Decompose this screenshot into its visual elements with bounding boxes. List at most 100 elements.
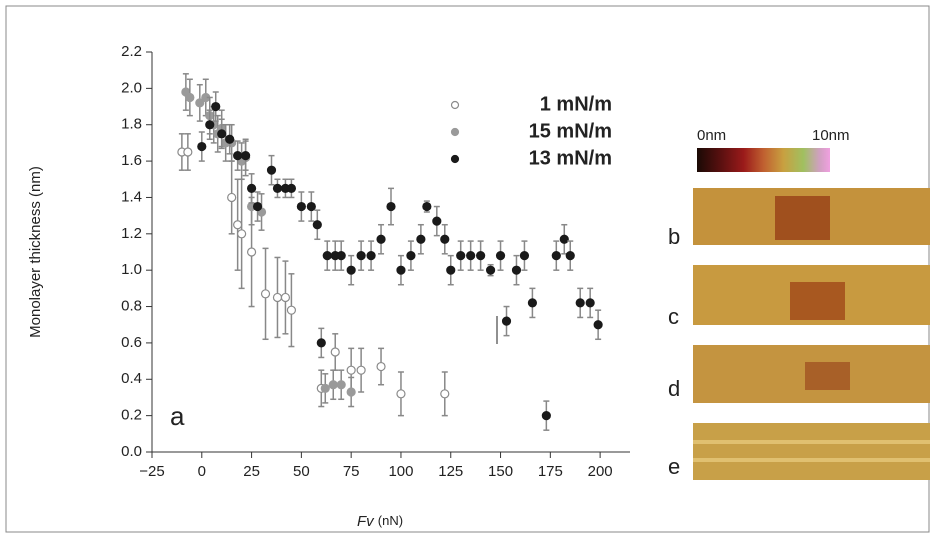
point	[183, 147, 193, 157]
y-tick-label: 1.4	[121, 188, 142, 205]
image-label: d	[668, 376, 680, 401]
point	[346, 387, 356, 397]
afm-images	[693, 188, 930, 480]
point	[396, 265, 406, 275]
y-tick-label: 1.8	[121, 116, 142, 133]
x-tick-label: 200	[588, 463, 613, 480]
x-tick-label: 100	[388, 463, 413, 480]
point	[241, 151, 251, 161]
point	[501, 316, 512, 326]
point	[593, 320, 603, 330]
point	[286, 183, 297, 193]
point	[559, 234, 569, 244]
legend-marker	[450, 127, 460, 137]
point	[260, 289, 271, 299]
y-tick-label: 2.2	[121, 43, 142, 60]
point	[286, 305, 297, 315]
point	[272, 292, 283, 303]
y-tick-label: 1.0	[121, 261, 142, 278]
point	[225, 134, 235, 144]
point	[575, 298, 585, 308]
scale-min-label: 0nm	[697, 127, 726, 144]
point	[396, 389, 406, 399]
point	[356, 251, 366, 261]
image-label: b	[668, 224, 680, 249]
point	[422, 201, 432, 212]
point	[446, 265, 456, 275]
y-tick-label: 0.6	[121, 334, 142, 351]
color-bar	[697, 148, 830, 172]
x-tick-label: 75	[343, 463, 360, 480]
legend-label: 1 mN/m	[540, 93, 612, 115]
point	[280, 292, 291, 303]
y-axis-label: Monolayer thickness (nm)	[27, 166, 44, 338]
x-label-symbol: Fv	[357, 513, 375, 530]
point	[233, 151, 243, 161]
point	[316, 338, 326, 348]
x-tick-label: 150	[488, 463, 513, 480]
x-tick-label: −25	[139, 463, 164, 480]
point	[205, 120, 215, 130]
x-tick-label: 125	[438, 463, 463, 480]
point	[456, 251, 466, 261]
point	[306, 201, 316, 212]
y-tick-label: 0.4	[121, 370, 142, 387]
image-label: e	[668, 454, 680, 479]
point	[185, 92, 195, 103]
point	[272, 183, 283, 193]
y-tick-label: 2.0	[121, 79, 142, 96]
point	[322, 251, 332, 261]
x-tick-label: 0	[198, 463, 206, 480]
x-tick-label: 25	[243, 463, 260, 480]
point	[511, 265, 522, 275]
point	[527, 298, 538, 308]
legend-marker	[450, 100, 460, 110]
point	[406, 251, 416, 261]
point	[237, 229, 247, 239]
point	[416, 234, 426, 244]
point	[466, 251, 476, 261]
x-axis-label: Fv (nN)	[357, 513, 403, 530]
point	[485, 265, 496, 275]
point	[376, 361, 386, 372]
panel-label: a	[170, 401, 185, 431]
point	[541, 411, 551, 421]
x-label-unit: (nN)	[378, 513, 403, 528]
point	[366, 251, 376, 261]
point	[320, 383, 330, 393]
legend-label: 15 mN/m	[529, 120, 612, 142]
point	[266, 165, 277, 175]
point	[328, 380, 338, 390]
y-tick-label: 0.2	[121, 407, 142, 424]
point	[233, 220, 243, 230]
point	[195, 98, 205, 108]
point	[312, 220, 322, 230]
point	[211, 101, 221, 112]
y-tick-label: 1.6	[121, 152, 142, 169]
point	[519, 251, 530, 261]
point	[551, 251, 561, 261]
y-tick-label: 0.8	[121, 298, 142, 315]
point	[376, 234, 386, 244]
point	[246, 183, 257, 193]
point	[336, 251, 346, 261]
point	[346, 265, 356, 275]
y-tick-label: 0.0	[121, 443, 142, 460]
scale-max-label: 10nm	[812, 127, 850, 144]
x-tick-label: 50	[293, 463, 310, 480]
point	[246, 247, 257, 257]
point	[252, 201, 263, 212]
legend-marker	[450, 154, 460, 164]
legend-label: 13 mN/m	[529, 147, 612, 169]
point	[585, 298, 595, 308]
point	[476, 251, 486, 261]
point	[336, 380, 346, 390]
point	[440, 234, 450, 244]
y-tick-label: 1.2	[121, 225, 142, 242]
point	[330, 347, 340, 357]
point	[217, 129, 227, 139]
point	[432, 216, 442, 226]
point	[565, 251, 575, 261]
point	[440, 389, 450, 399]
